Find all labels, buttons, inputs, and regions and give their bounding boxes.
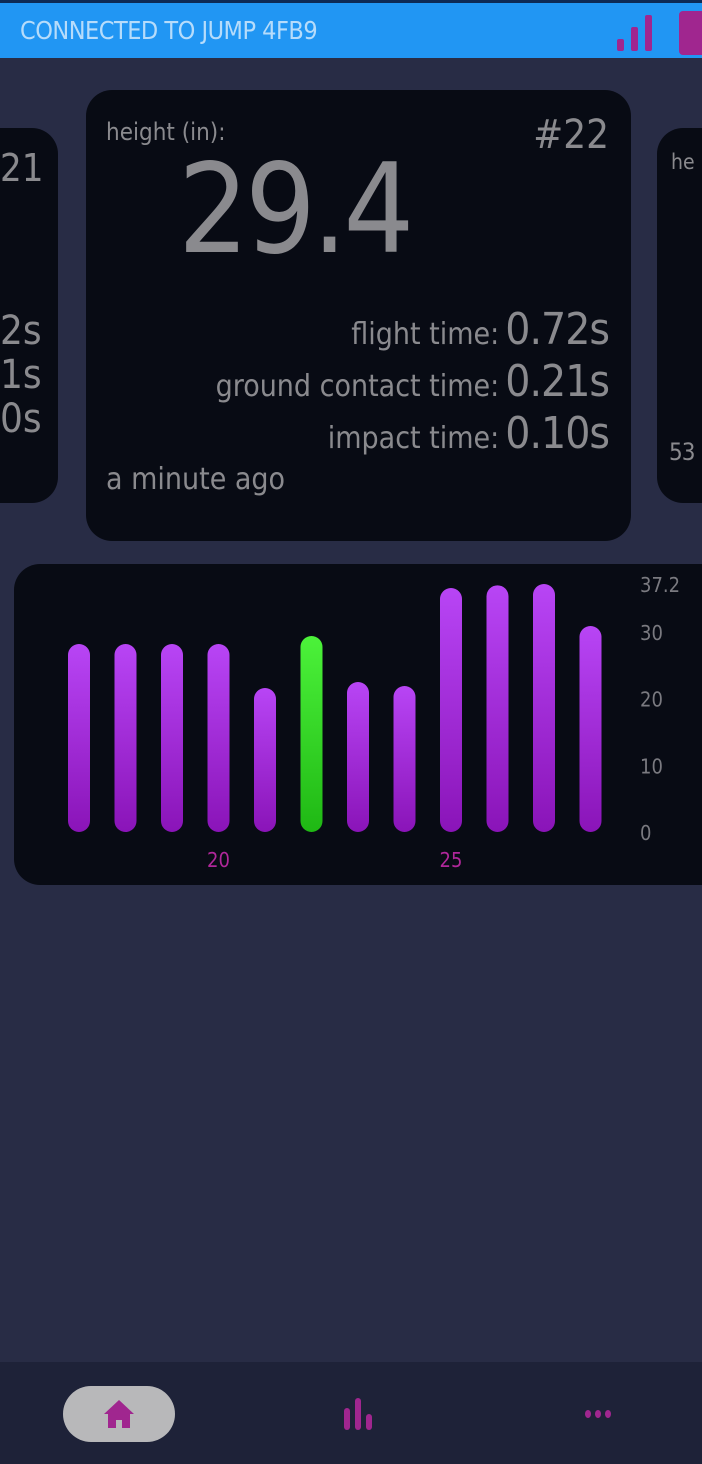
bar-jump-25[interactable] [440, 588, 462, 832]
height-value: 29.4 [178, 138, 414, 282]
nav-home-button[interactable] [63, 1386, 175, 1442]
y-tick-label: 30 [640, 621, 663, 645]
current-jump-card: height (in): #22 29.4 flight time: 0.72s… [86, 90, 631, 541]
flight-time-row: flight time: 0.72s [351, 304, 610, 355]
next-jump-card[interactable]: he 53 [657, 128, 702, 503]
bar-jump-27[interactable] [533, 584, 555, 832]
y-tick-label: 10 [640, 754, 663, 778]
prev-ground-time: 1s [0, 352, 42, 398]
bar-jump-21[interactable] [254, 688, 276, 832]
home-icon [104, 1400, 134, 1428]
y-tick-label: 0 [640, 821, 651, 845]
prev-impact-time: 0s [0, 396, 42, 442]
height-label: height (in): [106, 118, 226, 146]
x-tick-label: 20 [207, 848, 230, 872]
prev-jump-number: 21 [0, 146, 44, 190]
bar-jump-23[interactable] [347, 682, 369, 832]
ground-contact-label: ground contact time: [215, 369, 500, 404]
time-ago: a minute ago [106, 462, 286, 497]
bar-jump-28[interactable] [579, 626, 602, 832]
y-tick-label: 20 [640, 688, 663, 712]
bar-jump-17[interactable] [68, 644, 90, 832]
ground-contact-value: 0.21s [505, 356, 610, 407]
connection-bar: CONNECTED TO JUMP 4FB9 [0, 3, 702, 58]
top-strip [0, 0, 702, 3]
impact-time-row: impact time: 0.10s [327, 408, 610, 459]
bar-chart-icon [344, 1398, 372, 1430]
connection-status: CONNECTED TO JUMP 4FB9 [20, 16, 318, 45]
more-dots-icon [585, 1410, 611, 1418]
bar-jump-26[interactable] [486, 585, 509, 832]
signal-bars-icon [617, 15, 657, 51]
jump-history-chart: 20 25 0 10 20 30 37.2 [68, 573, 680, 872]
y-tick-label: 37.2 [640, 573, 680, 597]
nav-more-button[interactable] [580, 1402, 616, 1426]
jump-number: #22 [533, 112, 609, 158]
ground-contact-row: ground contact time: 0.21s [215, 356, 610, 407]
bar-jump-19[interactable] [161, 644, 183, 832]
impact-time-label: impact time: [327, 421, 500, 456]
prev-flight-time: 2s [0, 308, 42, 354]
next-height-label: he [671, 150, 695, 174]
flight-time-label: flight time: [351, 317, 500, 352]
bar-jump-20[interactable] [207, 644, 230, 832]
battery-icon [679, 11, 702, 55]
bar-jump-18[interactable] [114, 644, 137, 832]
bottom-nav [0, 1362, 702, 1464]
next-value: 53 [669, 438, 695, 466]
bar-jump-24[interactable] [393, 686, 416, 832]
x-tick-label: 25 [440, 848, 463, 872]
nav-stats-button[interactable] [340, 1392, 376, 1436]
flight-time-value: 0.72s [505, 304, 610, 355]
jump-history-chart-card: 20 25 0 10 20 30 37.2 [14, 564, 702, 885]
previous-jump-card[interactable]: 21 2s 1s 0s [0, 128, 58, 503]
impact-time-value: 0.10s [505, 408, 610, 459]
bar-jump-22[interactable] [300, 636, 323, 832]
